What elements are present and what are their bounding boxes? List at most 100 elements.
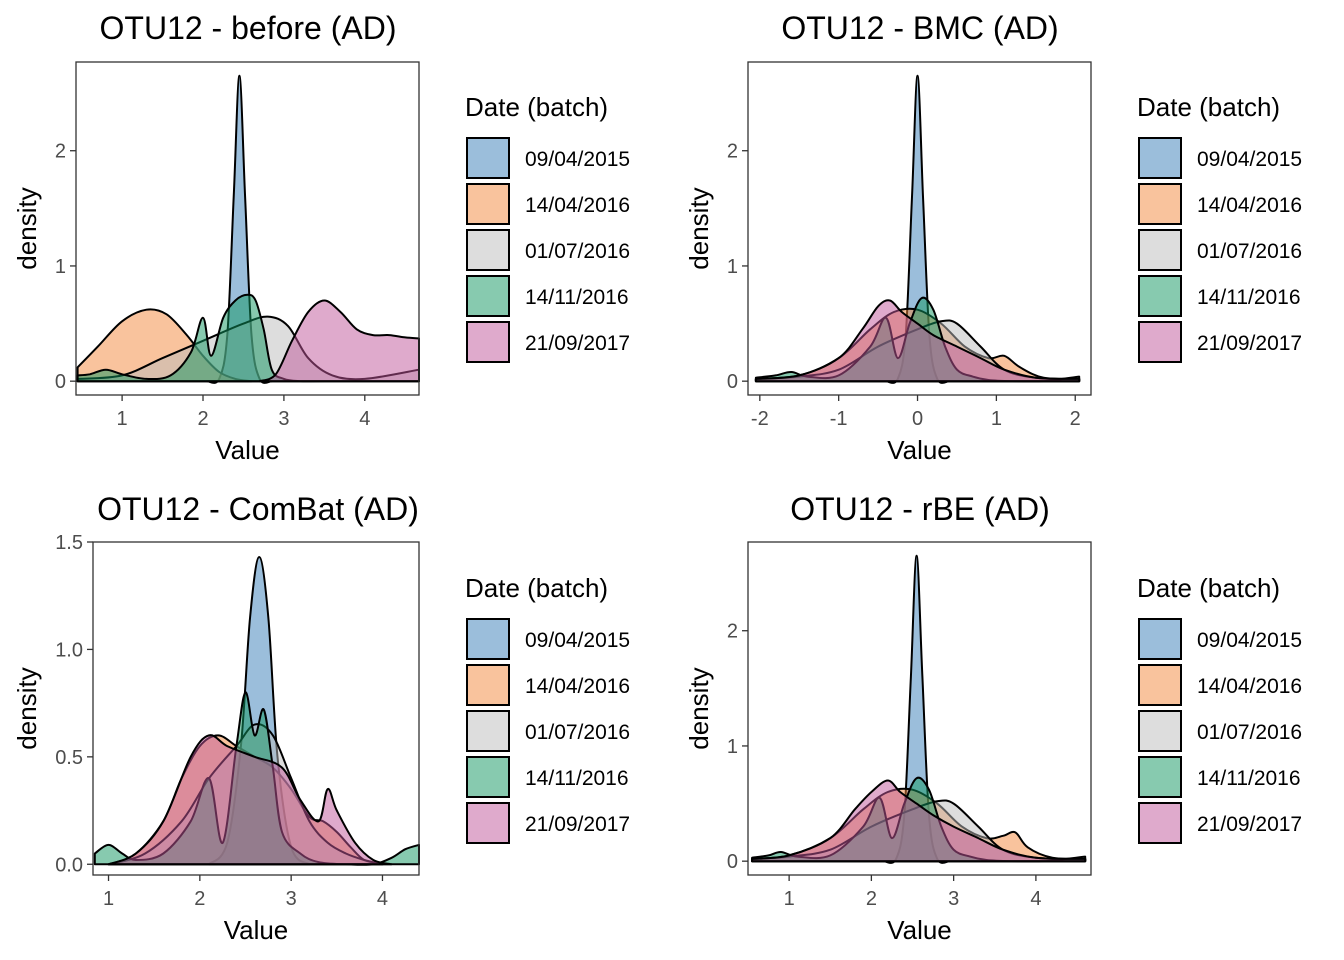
x-tick-label: 2 — [866, 888, 877, 910]
x-tick-label: 4 — [359, 408, 370, 430]
density-panel-2: OTU12 - BMC (AD) -2 -1 0 1 2 0 1 2 Value density Da… — [684, 10, 1302, 465]
legend-key-21-09-2017 — [1138, 802, 1182, 844]
x-axis-label: Value — [224, 915, 289, 945]
legend-key-14-11-2016 — [466, 756, 510, 798]
x-tick-label: 4 — [377, 888, 388, 910]
chart-title: OTU12 - ComBat (AD) — [97, 491, 419, 527]
legend-title: Date (batch) — [465, 573, 608, 603]
legend-label: 01/07/2016 — [525, 240, 630, 263]
legend-label: 14/11/2016 — [525, 767, 629, 790]
legend: Date (batch) 09/04/2015 14/04/2016 01/07/20… — [465, 92, 630, 363]
legend-key-21-09-2017 — [466, 321, 510, 363]
legend-key-21-09-2017 — [1138, 321, 1182, 363]
legend-label: 01/07/2016 — [525, 721, 630, 744]
plot-panel-border — [75, 61, 420, 396]
legend: Date (batch) 09/04/2015 14/04/2016 01/07/20… — [1137, 573, 1302, 844]
legend-label: 14/11/2016 — [1197, 286, 1301, 309]
x-tick-label: 1 — [103, 888, 114, 910]
x-tick-label: 1 — [991, 408, 1002, 430]
chart-title: OTU12 - BMC (AD) — [781, 10, 1058, 46]
legend-key-01-07-2016 — [466, 229, 510, 271]
legend-label: 09/04/2015 — [525, 148, 630, 171]
y-axis-label: density — [684, 667, 714, 749]
plot-panel-border — [92, 541, 420, 876]
x-tick-label: 0 — [912, 408, 923, 430]
legend-key-14-04-2016 — [1138, 664, 1182, 706]
legend-key-01-07-2016 — [1138, 710, 1182, 752]
y-tick-label: 0 — [727, 371, 738, 393]
legend-key-14-04-2016 — [466, 664, 510, 706]
y-tick-label: 0 — [727, 851, 738, 873]
legend-label: 14/11/2016 — [1197, 767, 1301, 790]
legend-label: 14/04/2016 — [525, 194, 630, 217]
chart-title: OTU12 - before (AD) — [100, 10, 397, 46]
x-tick-label: 3 — [286, 888, 297, 910]
legend-key-14-11-2016 — [1138, 756, 1182, 798]
x-tick-label: 2 — [197, 408, 208, 430]
density-panel-1: OTU12 - before (AD) 1 2 3 4 0 1 2 Value density Da… — [12, 10, 630, 465]
legend-label: 21/09/2017 — [525, 332, 630, 355]
legend-label: 14/04/2016 — [525, 675, 630, 698]
y-tick-label: 1.5 — [55, 532, 83, 554]
x-tick-label: 4 — [1030, 888, 1041, 910]
y-tick-label: 2 — [55, 141, 66, 163]
x-tick-label: 1 — [784, 888, 795, 910]
density-panel-3: OTU12 - ComBat (AD) 1 2 3 4 0.0 0.5 1.0 1.5 Value… — [12, 491, 630, 945]
x-axis-label: Value — [215, 435, 280, 465]
legend-key-09-04-2015 — [1138, 137, 1182, 179]
x-tick-label: 3 — [948, 888, 959, 910]
legend-key-01-07-2016 — [1138, 229, 1182, 271]
legend-key-09-04-2015 — [466, 618, 510, 660]
x-tick-label: 2 — [1070, 408, 1081, 430]
y-tick-label: 1 — [55, 256, 66, 278]
x-axis-label: Value — [887, 915, 952, 945]
legend-label: 09/04/2015 — [1197, 148, 1302, 171]
legend-key-09-04-2015 — [1138, 618, 1182, 660]
y-tick-label: 2 — [727, 621, 738, 643]
legend-label: 01/07/2016 — [1197, 240, 1302, 263]
y-tick-label: 0.5 — [55, 747, 83, 769]
legend-key-14-04-2016 — [466, 183, 510, 225]
legend-label: 14/04/2016 — [1197, 675, 1302, 698]
legend: Date (batch) 09/04/2015 14/04/2016 01/07/20… — [465, 573, 630, 844]
x-tick-label: -2 — [751, 408, 769, 430]
x-tick-label: 1 — [117, 408, 128, 430]
legend-key-14-04-2016 — [1138, 183, 1182, 225]
y-axis-label: density — [12, 667, 42, 749]
y-axis-label: density — [684, 187, 714, 269]
y-tick-label: 2 — [727, 141, 738, 163]
legend-label: 09/04/2015 — [1197, 629, 1302, 652]
legend-label: 21/09/2017 — [1197, 813, 1302, 836]
legend-label: 01/07/2016 — [1197, 721, 1302, 744]
chart-title: OTU12 - rBE (AD) — [790, 491, 1050, 527]
x-axis-label: Value — [887, 435, 952, 465]
legend-key-09-04-2015 — [466, 137, 510, 179]
legend-label: 14/11/2016 — [525, 286, 629, 309]
x-tick-label: 2 — [194, 888, 205, 910]
plot-panel-border — [747, 61, 1092, 396]
density-panel-4: OTU12 - rBE (AD) 1 2 3 4 0 1 2 Value density Date … — [684, 491, 1302, 945]
y-tick-label: 1 — [727, 736, 738, 758]
y-tick-label: 1 — [727, 256, 738, 278]
density-area-21-09-2017 — [754, 299, 1081, 383]
density-area-21-09-2017 — [751, 779, 1087, 863]
legend-label: 21/09/2017 — [525, 813, 630, 836]
y-axis-label: density — [12, 187, 42, 269]
legend-key-14-11-2016 — [466, 275, 510, 317]
plot-panel-border — [747, 541, 1092, 876]
density-area-21-09-2017 — [107, 734, 393, 866]
x-tick-label: -1 — [830, 408, 848, 430]
legend-title: Date (batch) — [1137, 573, 1280, 603]
legend-key-14-11-2016 — [1138, 275, 1182, 317]
legend-title: Date (batch) — [465, 92, 608, 122]
density-area-21-09-2017 — [258, 299, 420, 383]
legend-label: 09/04/2015 — [525, 629, 630, 652]
legend-key-21-09-2017 — [466, 802, 510, 844]
legend-title: Date (batch) — [1137, 92, 1280, 122]
y-tick-label: 0 — [55, 371, 66, 393]
y-tick-label: 0.0 — [55, 854, 83, 876]
legend: Date (batch) 09/04/2015 14/04/2016 01/07/20… — [1137, 92, 1302, 363]
x-tick-label: 3 — [278, 408, 289, 430]
legend-label: 14/04/2016 — [1197, 194, 1302, 217]
